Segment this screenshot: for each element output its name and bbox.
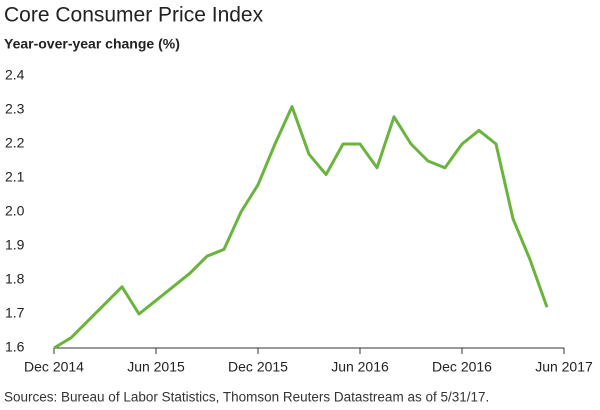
data-line <box>53 105 549 350</box>
y-tick-label: 1.6 <box>5 339 25 355</box>
x-tick-label: Jun 2016 <box>331 359 389 375</box>
x-tick-label: Dec 2015 <box>228 359 288 375</box>
y-tick-label: 1.7 <box>5 305 25 321</box>
x-tick-label: Dec 2014 <box>24 359 84 375</box>
y-tick-label: 2.3 <box>5 101 25 117</box>
x-tick-label: Jun 2017 <box>535 359 593 375</box>
y-tick-label: 1.9 <box>5 237 25 253</box>
x-tick-label: Dec 2016 <box>432 359 492 375</box>
source-note: Sources: Bureau of Labor Statistics, Tho… <box>4 390 489 405</box>
y-tick-label: 2.4 <box>5 67 25 83</box>
chart-subtitle: Year-over-year change (%) <box>4 36 180 52</box>
y-tick-label: 1.8 <box>5 271 25 287</box>
x-tick-label: Jun 2015 <box>127 359 185 375</box>
y-tick-label: 2.2 <box>5 135 25 151</box>
y-tick-label: 2.0 <box>5 203 25 219</box>
chart-title: Core Consumer Price Index <box>4 4 264 27</box>
y-tick-label: 2.1 <box>5 169 25 185</box>
